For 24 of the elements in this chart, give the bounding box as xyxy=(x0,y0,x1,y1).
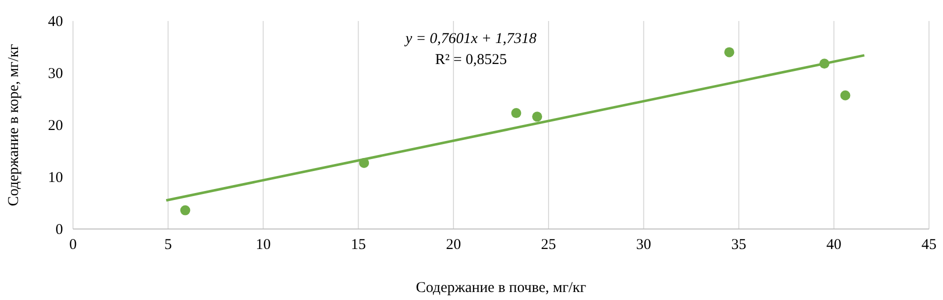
x-tick-label: 20 xyxy=(446,237,461,253)
y-axis-title: Содержание в коре, мг/кг xyxy=(6,44,22,206)
annotation: R² = 0,8525 xyxy=(435,52,507,68)
y-tick-label: 40 xyxy=(48,14,63,30)
x-tick-label: 10 xyxy=(256,237,271,253)
point xyxy=(724,47,734,58)
point xyxy=(532,112,542,122)
y-tick-label: 10 xyxy=(48,170,63,186)
x-tick-label: 15 xyxy=(350,237,366,253)
annotation: y = 0,7601x + 1,7318 xyxy=(403,31,538,47)
point xyxy=(180,205,190,216)
x-tick-label: 30 xyxy=(636,237,652,253)
point xyxy=(511,108,522,118)
x-axis-title: Содержание в почве, мг/кг xyxy=(416,280,586,296)
x-tick-label: 0 xyxy=(69,237,77,253)
x-tick-label: 25 xyxy=(541,237,556,253)
x-tick-label: 35 xyxy=(731,237,746,253)
y-tick-label: 0 xyxy=(56,222,63,238)
point xyxy=(840,90,850,100)
x-tick-label: 5 xyxy=(164,237,172,253)
y-tick-label: 20 xyxy=(48,118,63,134)
y-tick-label: 30 xyxy=(48,66,63,82)
x-tick-label: 40 xyxy=(826,237,842,253)
x-tick-label: 45 xyxy=(922,237,936,253)
